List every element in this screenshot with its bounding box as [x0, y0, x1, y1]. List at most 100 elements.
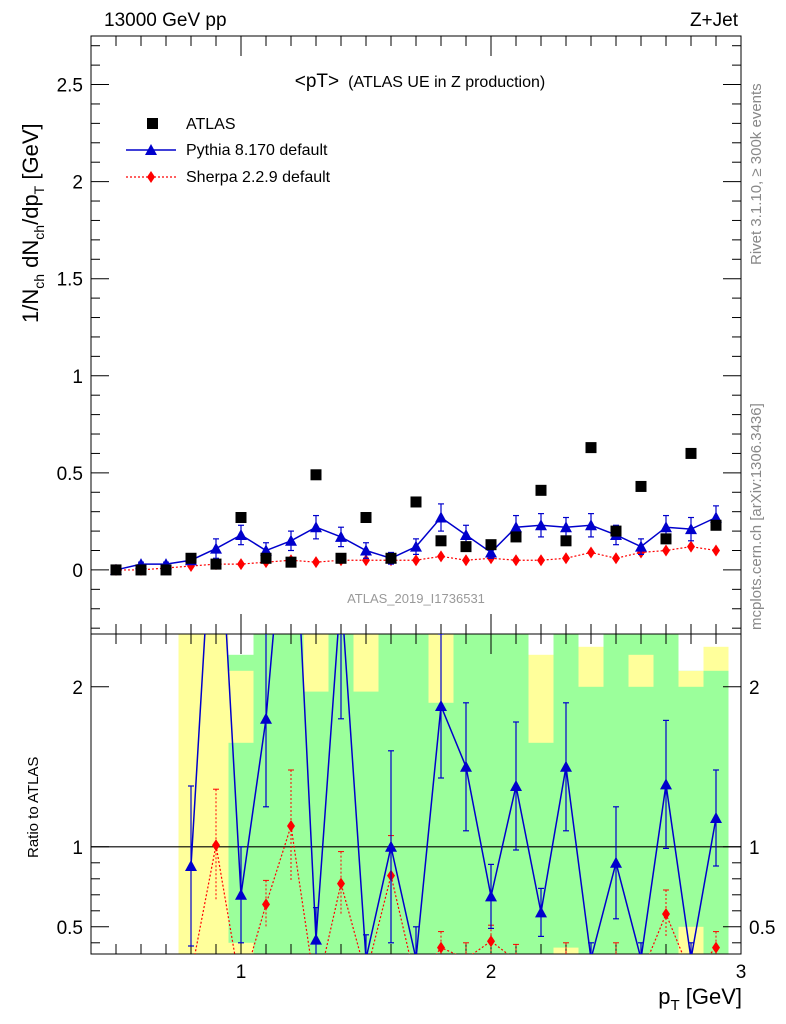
main-y-axis-label: 1/Nch dNch/dpT [GeV]	[18, 123, 47, 323]
sherpa-point	[412, 554, 420, 567]
atlas-point	[185, 552, 197, 564]
pythia-point	[285, 534, 297, 546]
sherpa-ratio-point	[687, 969, 695, 981]
sherpa-point	[237, 558, 245, 571]
sherpa-point	[562, 552, 570, 565]
ratio-band-yellow-2	[228, 670, 254, 743]
rivet-version-label: Rivet 3.1.10, ≥ 300k events	[748, 83, 765, 265]
pythia-ratio-line	[190, 634, 717, 954]
legend-atlas-marker	[147, 118, 158, 129]
pythia-ratio-point	[210, 441, 222, 452]
atlas-point	[110, 564, 122, 576]
xlabel-sub: T	[670, 997, 679, 1014]
sherpa-ratio-point	[287, 820, 295, 832]
sherpa-point	[687, 540, 695, 553]
pythia-ratio-point	[610, 856, 622, 868]
sherpa-point	[612, 552, 620, 565]
atlas-point	[285, 556, 297, 568]
mcplots-label: mcplots.cern.ch [arXiv:1306.3436]	[748, 403, 765, 630]
pythia-ratio-point	[185, 860, 197, 871]
pythia-point	[485, 546, 497, 558]
sherpa-ratio-point	[712, 941, 720, 954]
sherpa-ratio-point	[437, 941, 445, 954]
atlas-point	[135, 564, 147, 576]
sherpa-point	[312, 556, 320, 569]
sherpa-ratio-point	[587, 978, 595, 990]
pythia-point	[410, 540, 422, 552]
sherpa-ratio-point	[212, 839, 220, 852]
pythia-point	[560, 521, 572, 533]
sherpa-point	[462, 554, 470, 567]
xlabel-main: p	[658, 984, 670, 1009]
sherpa-ratio-point	[465, 952, 467, 954]
ratio-y-tick-label-left: 1	[72, 838, 83, 859]
sherpa-ratio-point	[487, 935, 495, 948]
pythia-ratio-point	[560, 760, 572, 772]
sherpa-ratio-point	[537, 982, 545, 994]
pythia-ratio-point	[335, 585, 347, 596]
sherpa-point	[712, 544, 720, 557]
atlas-point	[210, 558, 222, 570]
sherpa-ratio-point	[512, 954, 520, 966]
legend-sherpa-marker	[147, 171, 155, 183]
ratio-y-axis-label: Ratio to ATLAS	[25, 757, 42, 858]
ratio-band-gap-2	[528, 634, 554, 655]
pythia-ratio-point	[690, 952, 692, 954]
pythia-point	[585, 519, 597, 531]
pythia-point	[460, 528, 472, 540]
pythia-ratio-point	[385, 840, 397, 852]
atlas-point	[435, 535, 447, 547]
pythia-ratio-point	[235, 888, 247, 900]
pythia-point	[510, 521, 522, 533]
atlas-point	[685, 447, 697, 459]
legend-sherpa-label: Sherpa 2.2.9 default	[186, 169, 331, 186]
pythia-ratio-point	[590, 952, 592, 954]
analysis-watermark: ATLAS_2019_I1736531	[347, 591, 485, 606]
ylabel-part-2: dN	[18, 240, 43, 274]
atlas-point	[460, 541, 472, 553]
pythia-ratio-point	[640, 952, 642, 954]
sherpa-point	[437, 550, 445, 563]
pythia-point	[360, 544, 372, 556]
atlas-point	[585, 442, 597, 454]
sherpa-ratio-point	[637, 969, 645, 981]
pythia-ratio-point	[460, 760, 472, 772]
sherpa-ratio-point	[187, 969, 195, 981]
ratio-uncertainty-bands	[178, 634, 729, 954]
legend-pythia-label: Pythia 8.170 default	[186, 142, 328, 159]
atlas-point	[635, 480, 647, 492]
atlas-point	[360, 512, 372, 524]
legend-pythia-marker	[145, 144, 157, 155]
x-tick-label: 2	[486, 962, 497, 983]
atlas-point	[385, 552, 397, 564]
main-y-tick-label: 2	[72, 173, 83, 194]
ylabel-sub-3: T	[31, 185, 47, 194]
atlas-point	[160, 564, 172, 576]
pythia-point	[235, 528, 247, 540]
main-y-tick-label: 1	[72, 367, 83, 388]
main-y-tick-label: 1.5	[57, 270, 83, 291]
plot-title-sub: (ATLAS UE in Z production)	[348, 74, 545, 91]
energy-label: 13000 GeV pp	[104, 10, 227, 31]
sherpa-point	[512, 554, 520, 567]
x-tick-label: 1	[236, 962, 247, 983]
sherpa-ratio-point	[362, 969, 370, 981]
ylabel-sub-1: ch	[31, 274, 47, 289]
atlas-point	[335, 552, 347, 564]
pythia-ratio-point	[510, 780, 522, 791]
atlas-point	[535, 484, 547, 496]
sherpa-ratio-point	[237, 985, 245, 997]
sherpa-point	[662, 544, 670, 557]
atlas-point	[510, 531, 522, 543]
process-label: Z+Jet	[690, 10, 739, 31]
ratio-y-tick-label-right: 0.5	[749, 918, 775, 939]
ratio-y-tick-label-left: 0.5	[57, 918, 83, 939]
sherpa-ratio-point	[565, 952, 567, 954]
pythia-point	[435, 511, 447, 523]
ratio-plot-marks	[185, 425, 722, 997]
atlas-point	[560, 535, 572, 547]
pythia-point	[635, 540, 647, 552]
pythia-ratio-point	[285, 425, 297, 436]
pythia-ratio-point	[535, 906, 547, 918]
sherpa-ratio-point	[662, 908, 670, 920]
